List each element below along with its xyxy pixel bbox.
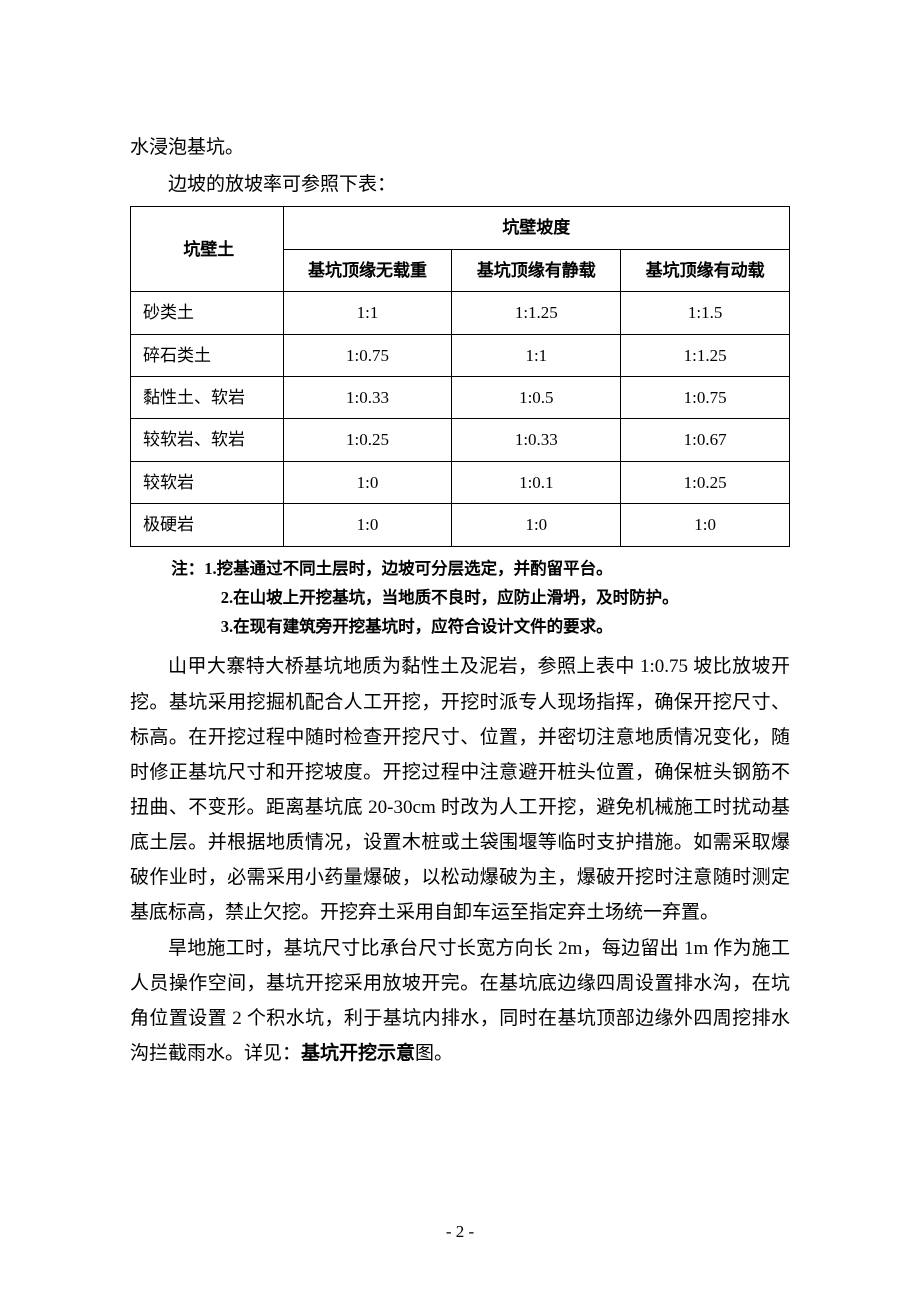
cell: 1:0.1 — [452, 461, 621, 503]
cell: 1:0 — [283, 504, 452, 546]
table-header-row-1: 坑壁土 坑壁坡度 — [131, 207, 790, 249]
first-line: 水浸泡基坑。 — [130, 130, 790, 165]
cell: 1:0.33 — [452, 419, 621, 461]
table-row: 黏性土、软岩 1:0.33 1:0.5 1:0.75 — [131, 377, 790, 419]
cell: 1:1.25 — [452, 292, 621, 334]
header-dynamic-load: 基坑顶缘有动载 — [621, 249, 790, 291]
cell: 1:0.25 — [621, 461, 790, 503]
cell: 1:0.75 — [283, 334, 452, 376]
row-label: 黏性土、软岩 — [131, 377, 284, 419]
header-soil-type: 坑壁土 — [131, 207, 284, 292]
cell: 1:0.25 — [283, 419, 452, 461]
cell: 1:0.67 — [621, 419, 790, 461]
cell: 1:0.75 — [621, 377, 790, 419]
row-label: 碎石类土 — [131, 334, 284, 376]
cell: 1:0.33 — [283, 377, 452, 419]
paragraph-1: 山甲大寨特大桥基坑地质为黏性土及泥岩，参照上表中 1:0.75 坡比放坡开挖。基… — [130, 649, 790, 930]
note-1: 注：1.挖基通过不同土层时，边坡可分层选定，并酌留平台。 — [130, 555, 790, 584]
table-row: 砂类土 1:1 1:1.25 1:1.5 — [131, 292, 790, 334]
table-row: 碎石类土 1:0.75 1:1 1:1.25 — [131, 334, 790, 376]
table-intro: 边坡的放坡率可参照下表： — [130, 167, 790, 202]
note-2: 2.在山坡上开挖基坑，当地质不良时，应防止滑坍，及时防护。 — [130, 584, 790, 613]
row-label: 较软岩 — [131, 461, 284, 503]
table-row: 极硬岩 1:0 1:0 1:0 — [131, 504, 790, 546]
note-3: 3.在现有建筑旁开挖基坑时，应符合设计文件的要求。 — [130, 613, 790, 642]
slope-table: 坑壁土 坑壁坡度 基坑顶缘无载重 基坑顶缘有静载 基坑顶缘有动载 砂类土 1:1… — [130, 206, 790, 547]
document-content: 水浸泡基坑。 边坡的放坡率可参照下表： 坑壁土 坑壁坡度 基坑顶缘无载重 基坑顶… — [130, 130, 790, 1071]
table-row: 较软岩 1:0 1:0.1 1:0.25 — [131, 461, 790, 503]
header-no-load: 基坑顶缘无载重 — [283, 249, 452, 291]
cell: 1:1 — [283, 292, 452, 334]
cell: 1:0 — [283, 461, 452, 503]
cell: 1:0.5 — [452, 377, 621, 419]
row-label: 砂类土 — [131, 292, 284, 334]
table-notes: 注：1.挖基通过不同土层时，边坡可分层选定，并酌留平台。 2.在山坡上开挖基坑，… — [130, 555, 790, 642]
row-label: 极硬岩 — [131, 504, 284, 546]
cell: 1:1.5 — [621, 292, 790, 334]
cell: 1:1.25 — [621, 334, 790, 376]
header-static-load: 基坑顶缘有静载 — [452, 249, 621, 291]
cell: 1:1 — [452, 334, 621, 376]
cell: 1:0 — [452, 504, 621, 546]
row-label: 较软岩、软岩 — [131, 419, 284, 461]
table-row: 较软岩、软岩 1:0.25 1:0.33 1:0.67 — [131, 419, 790, 461]
cell: 1:0 — [621, 504, 790, 546]
header-slope: 坑壁坡度 — [283, 207, 789, 249]
paragraph-2: 旱地施工时，基坑尺寸比承台尺寸长宽方向长 2m，每边留出 1m 作为施工人员操作… — [130, 931, 790, 1072]
page-number: - 2 - — [0, 1222, 920, 1242]
